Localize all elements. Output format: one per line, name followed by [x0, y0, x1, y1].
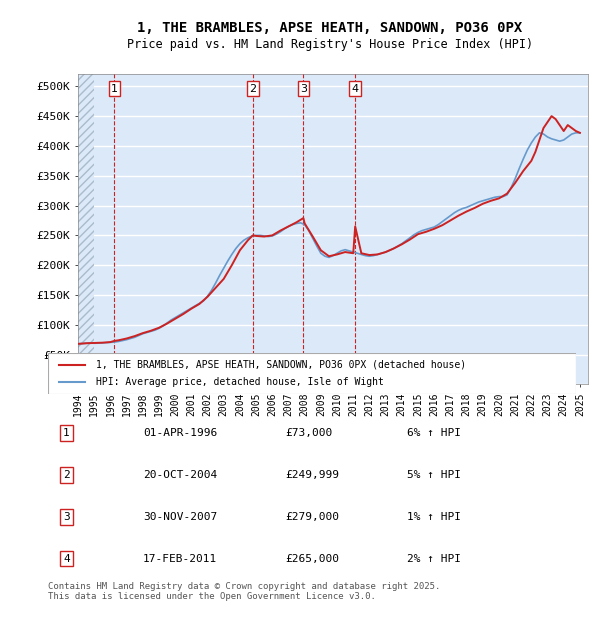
Text: 20-OCT-2004: 20-OCT-2004	[143, 470, 217, 480]
Text: 2% ↑ HPI: 2% ↑ HPI	[407, 554, 461, 564]
Text: 5% ↑ HPI: 5% ↑ HPI	[407, 470, 461, 480]
Text: 3: 3	[300, 84, 307, 94]
Bar	[78, 74, 94, 384]
Text: £265,000: £265,000	[286, 554, 340, 564]
Text: 1: 1	[63, 428, 70, 438]
Text: 3: 3	[63, 512, 70, 522]
Text: 1: 1	[111, 84, 118, 94]
Text: 17-FEB-2011: 17-FEB-2011	[143, 554, 217, 564]
Text: 1, THE BRAMBLES, APSE HEATH, SANDOWN, PO36 0PX: 1, THE BRAMBLES, APSE HEATH, SANDOWN, PO…	[137, 21, 523, 35]
Text: 6% ↑ HPI: 6% ↑ HPI	[407, 428, 461, 438]
Text: 01-APR-1996: 01-APR-1996	[143, 428, 217, 438]
Text: HPI: Average price, detached house, Isle of Wight: HPI: Average price, detached house, Isle…	[95, 378, 383, 388]
Text: 4: 4	[63, 554, 70, 564]
Text: 2: 2	[249, 84, 256, 94]
Text: 30-NOV-2007: 30-NOV-2007	[143, 512, 217, 522]
Text: £73,000: £73,000	[286, 428, 333, 438]
Text: £249,999: £249,999	[286, 470, 340, 480]
Text: Contains HM Land Registry data © Crown copyright and database right 2025.
This d: Contains HM Land Registry data © Crown c…	[48, 582, 440, 601]
Text: 1% ↑ HPI: 1% ↑ HPI	[407, 512, 461, 522]
Text: 2: 2	[63, 470, 70, 480]
Text: 4: 4	[352, 84, 359, 94]
Bar	[78, 74, 94, 384]
Text: £279,000: £279,000	[286, 512, 340, 522]
FancyBboxPatch shape	[48, 353, 576, 394]
Text: Price paid vs. HM Land Registry's House Price Index (HPI): Price paid vs. HM Land Registry's House …	[127, 38, 533, 51]
Text: 1, THE BRAMBLES, APSE HEATH, SANDOWN, PO36 0PX (detached house): 1, THE BRAMBLES, APSE HEATH, SANDOWN, PO…	[95, 360, 466, 370]
